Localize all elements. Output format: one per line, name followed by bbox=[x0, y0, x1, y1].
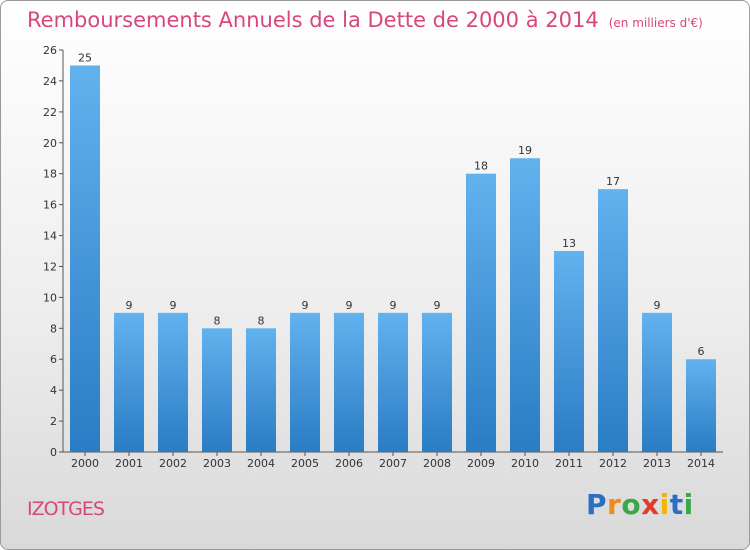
data-label: 9 bbox=[170, 299, 177, 312]
bar bbox=[202, 328, 232, 452]
x-tick-label: 2007 bbox=[379, 457, 407, 470]
chart-title: Remboursements Annuels de la Dette de 20… bbox=[27, 8, 703, 32]
x-tick-label: 2000 bbox=[71, 457, 99, 470]
data-label: 13 bbox=[562, 237, 576, 250]
brand-letter: x bbox=[641, 488, 660, 521]
x-tick-label: 2010 bbox=[511, 457, 539, 470]
y-tick-label: 8 bbox=[50, 322, 57, 335]
bar bbox=[466, 173, 496, 452]
bar bbox=[158, 312, 188, 452]
data-label: 9 bbox=[390, 299, 397, 312]
x-tick-label: 2003 bbox=[203, 457, 231, 470]
bar bbox=[246, 328, 276, 452]
chart-title-text: Remboursements Annuels de la Dette de 20… bbox=[27, 8, 599, 32]
y-tick-label: 10 bbox=[43, 291, 57, 304]
y-tick-label: 14 bbox=[43, 230, 57, 243]
x-tick-label: 2001 bbox=[115, 457, 143, 470]
brand-logo: Proxiti bbox=[586, 488, 694, 521]
bar bbox=[378, 312, 408, 452]
data-label: 9 bbox=[434, 299, 441, 312]
chart-unit: (en milliers d'€) bbox=[608, 16, 703, 30]
x-tick-label: 2014 bbox=[687, 457, 715, 470]
bar bbox=[290, 312, 320, 452]
bar bbox=[422, 312, 452, 452]
x-tick-label: 2013 bbox=[643, 457, 671, 470]
bar bbox=[114, 312, 144, 452]
bar bbox=[686, 359, 716, 452]
x-tick-label: 2006 bbox=[335, 457, 363, 470]
data-label: 9 bbox=[346, 299, 353, 312]
y-tick-label: 24 bbox=[43, 75, 57, 88]
brand-letter: i bbox=[683, 488, 694, 521]
x-tick-label: 2009 bbox=[467, 457, 495, 470]
bar bbox=[334, 312, 364, 452]
data-label: 9 bbox=[654, 299, 661, 312]
brand-letter: o bbox=[621, 488, 642, 521]
brand-letter: P bbox=[586, 488, 608, 521]
y-tick-label: 20 bbox=[43, 137, 57, 150]
bar bbox=[598, 189, 628, 452]
data-label: 25 bbox=[78, 51, 92, 64]
data-label: 9 bbox=[302, 299, 309, 312]
x-tick-label: 2004 bbox=[247, 457, 275, 470]
brand-letter: t bbox=[669, 488, 684, 521]
data-label: 19 bbox=[518, 144, 532, 157]
bar bbox=[554, 251, 584, 452]
x-tick-label: 2008 bbox=[423, 457, 451, 470]
commune-name: IZOTGES bbox=[27, 498, 105, 520]
bar bbox=[642, 312, 672, 452]
x-tick-label: 2012 bbox=[599, 457, 627, 470]
y-tick-label: 2 bbox=[50, 415, 57, 428]
x-tick-label: 2002 bbox=[159, 457, 187, 470]
data-label: 9 bbox=[126, 299, 133, 312]
bar bbox=[70, 65, 100, 452]
data-label: 18 bbox=[474, 160, 488, 173]
data-label: 6 bbox=[698, 345, 705, 358]
y-tick-label: 6 bbox=[50, 353, 57, 366]
y-tick-label: 26 bbox=[43, 44, 57, 57]
y-tick-label: 4 bbox=[50, 384, 57, 397]
data-label: 17 bbox=[606, 175, 620, 188]
brand-letter: r bbox=[607, 488, 622, 521]
data-label: 8 bbox=[258, 314, 265, 327]
y-tick-label: 22 bbox=[43, 106, 57, 119]
y-tick-label: 12 bbox=[43, 260, 57, 273]
data-label: 8 bbox=[214, 314, 221, 327]
x-tick-label: 2011 bbox=[555, 457, 583, 470]
y-tick-label: 18 bbox=[43, 168, 57, 181]
x-tick-label: 2005 bbox=[291, 457, 319, 470]
y-tick-label: 0 bbox=[50, 446, 57, 459]
y-tick-label: 16 bbox=[43, 199, 57, 212]
bar bbox=[510, 158, 540, 452]
brand-letter: i bbox=[659, 488, 670, 521]
